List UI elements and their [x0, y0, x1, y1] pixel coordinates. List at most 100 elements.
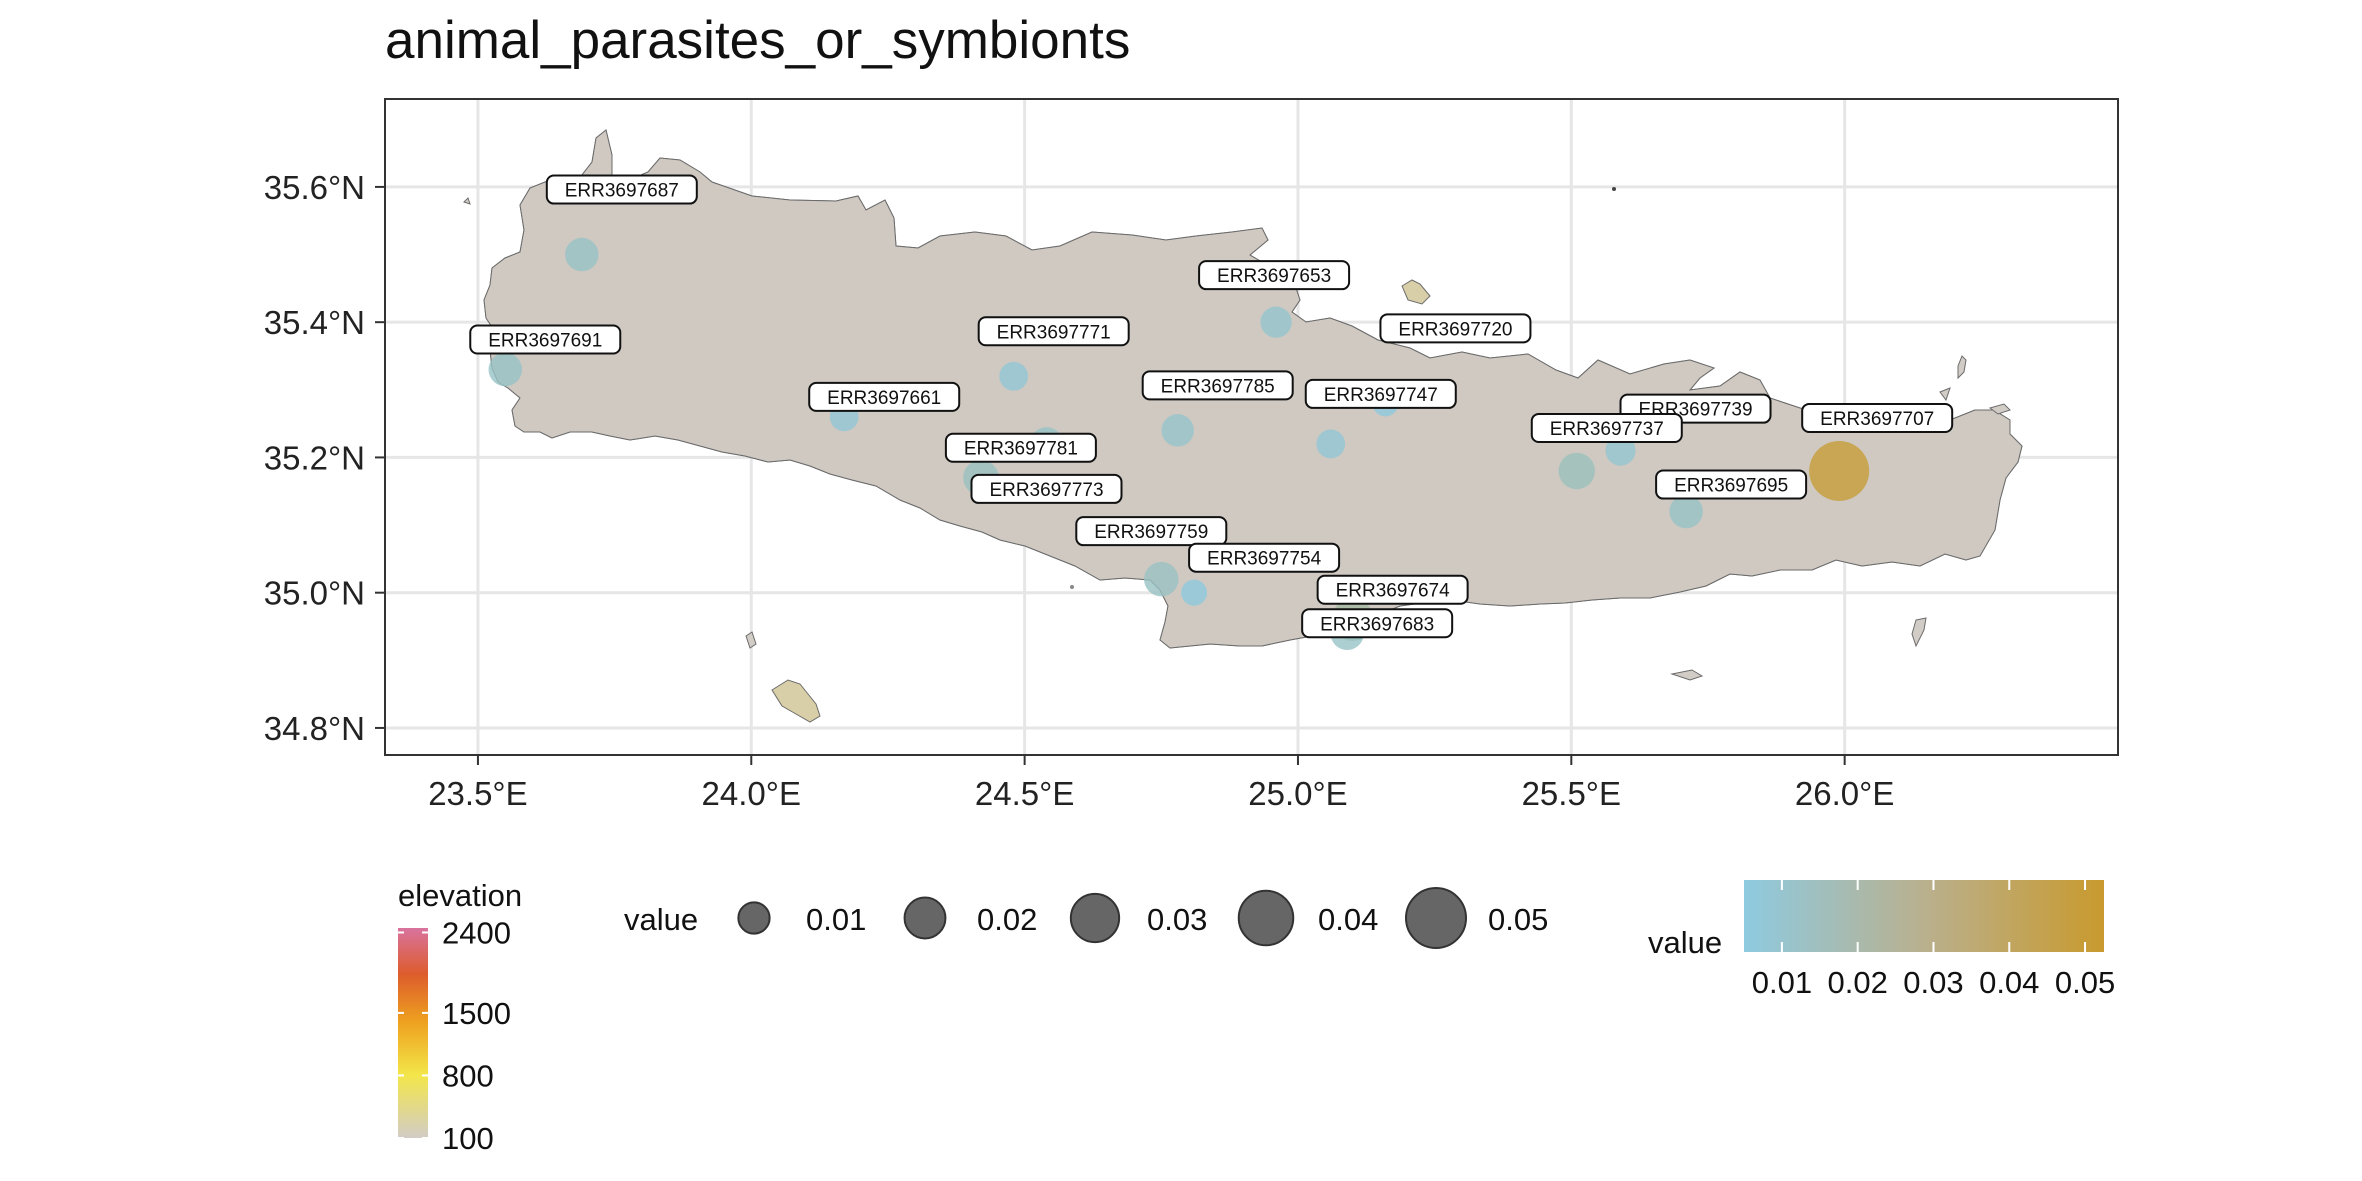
sample-label-text: ERR3697747: [1324, 385, 1438, 406]
sample-label: ERR3697687: [545, 174, 698, 205]
elevation-tick-label: 800: [442, 1058, 494, 1093]
sample-label-text: ERR3697687: [565, 181, 679, 202]
sample-label-text: ERR3697737: [1550, 419, 1664, 440]
sample-label-box: [1530, 412, 1683, 443]
islet-south-2: [745, 631, 757, 649]
islet-east-1: [1957, 355, 1967, 380]
islet-dot-2: [1070, 585, 1074, 589]
sample-label: ERR3697773: [970, 473, 1123, 504]
plot-title: animal_parasites_or_symbionts: [385, 11, 1131, 70]
size-legend-label: 0.02: [977, 902, 1037, 937]
sample-label-box: [1379, 313, 1532, 344]
sample-label-box: [977, 316, 1130, 347]
sample-label-box: [1304, 378, 1457, 409]
elevation-tick-label: 100: [442, 1121, 494, 1156]
elevation-legend: elevation 2400 1500 800 100: [398, 878, 522, 1156]
islet-dot-1: [1612, 187, 1616, 191]
islet-south-1: [1670, 669, 1704, 681]
y-tick-label: 35.0°N: [264, 575, 365, 612]
size-legend: value 0.01 0.02 0.03 0.04 0.05: [624, 887, 1548, 949]
gavdos-island: [771, 679, 821, 723]
sample-label-box: [1198, 260, 1351, 291]
sample-label-text: ERR3697661: [827, 388, 941, 409]
sample-label: ERR3697661: [808, 381, 961, 412]
sample-label-text: ERR3697653: [1217, 266, 1331, 287]
color-legend-ticks: 0.01 0.02 0.03 0.04 0.05: [1752, 880, 2115, 1000]
sample-label-text: ERR3697754: [1207, 549, 1322, 570]
dia-island: [1401, 279, 1431, 305]
size-legend-label: 0.05: [1488, 902, 1548, 937]
sample-point: [1181, 579, 1208, 606]
sample-label: ERR3697691: [469, 324, 622, 355]
x-tick-label: 23.5°E: [428, 775, 527, 812]
sample-label-box: [545, 174, 698, 205]
elevation-colorbar: [398, 928, 428, 1138]
sample-label-text: ERR3697691: [488, 331, 602, 352]
sample-label: ERR3697737: [1530, 412, 1683, 443]
color-tick-label: 0.04: [1979, 965, 2039, 1000]
x-tick-label: 24.0°E: [702, 775, 801, 812]
sample-label-text: ERR3697674: [1336, 581, 1451, 602]
x-tick-label: 24.5°E: [975, 775, 1074, 812]
sample-label-text: ERR3697785: [1161, 376, 1275, 397]
sample-label-text: ERR3697695: [1674, 476, 1788, 497]
sample-label-text: ERR3697707: [1820, 409, 1934, 430]
sample-label-box: [469, 324, 622, 355]
size-legend-key: [737, 901, 771, 935]
sample-label: ERR3697747: [1304, 378, 1457, 409]
sample-label: ERR3697759: [1075, 516, 1228, 547]
color-legend: value 0.01 0.02 0.03 0.04 0.05: [1648, 880, 2115, 1000]
islet-nw-1: [463, 197, 471, 205]
elevation-legend-ticks: 2400 1500 800 100: [398, 915, 511, 1156]
y-tick-label: 35.2°N: [264, 439, 365, 476]
x-tick-label: 25.0°E: [1248, 775, 1347, 812]
sample-point: [1605, 435, 1636, 466]
size-legend-key: [1069, 892, 1121, 944]
sample-label: ERR3697771: [977, 316, 1130, 347]
y-tick-label: 35.6°N: [264, 169, 365, 206]
sample-label: ERR3697754: [1188, 542, 1341, 573]
sample-label: ERR3697781: [944, 432, 1097, 463]
color-colorbar: [1744, 880, 2104, 952]
size-legend-key: [1405, 887, 1467, 949]
x-tick-label: 26.0°E: [1795, 775, 1894, 812]
y-tick-label: 34.8°N: [264, 710, 365, 747]
color-legend-title: value: [1648, 925, 1722, 960]
x-axis: 23.5°E 24.0°E 24.5°E 25.0°E 25.5°E 26.0°E: [428, 755, 1894, 812]
sample-label: ERR3697653: [1198, 260, 1351, 291]
sample-point: [1558, 452, 1596, 490]
size-legend-key: [903, 896, 947, 940]
y-tick-label: 35.4°N: [264, 304, 365, 341]
elevation-tick-label: 2400: [442, 915, 511, 950]
sample-point: [1316, 429, 1346, 459]
sample-label: ERR3697785: [1141, 370, 1294, 401]
sample-label-box: [808, 381, 961, 412]
islet-east-3: [1911, 617, 1927, 648]
color-tick-label: 0.03: [1903, 965, 1963, 1000]
sample-label-text: ERR3697683: [1320, 614, 1434, 635]
sample-point: [999, 361, 1029, 391]
sample-point: [1809, 440, 1870, 501]
sample-label-text: ERR3697771: [997, 322, 1111, 343]
sample-label-text: ERR3697773: [989, 480, 1103, 501]
size-legend-key: [1237, 889, 1295, 947]
sample-label-box: [1188, 542, 1341, 573]
map-panel-border: [384, 98, 2119, 756]
size-legend-title: value: [624, 902, 698, 937]
size-legend-label: 0.01: [806, 902, 866, 937]
islet-ne-1: [1988, 403, 2011, 415]
sample-label-box: [1141, 370, 1294, 401]
size-legend-label: 0.04: [1318, 902, 1378, 937]
sample-label-box: [1316, 574, 1469, 605]
elevation-legend-title: elevation: [398, 878, 522, 913]
sample-labels: ERR3697687 ERR3697691 ERR3697661 ERR3697771…: [469, 174, 1954, 639]
sample-label: ERR3697683: [1301, 608, 1454, 639]
y-axis: 35.6°N 35.4°N 35.2°N 35.0°N 34.8°N: [264, 169, 385, 747]
sample-label: ERR3697720: [1379, 313, 1532, 344]
color-tick-label: 0.05: [2055, 965, 2115, 1000]
color-tick-label: 0.02: [1828, 965, 1888, 1000]
sample-point: [1669, 494, 1703, 529]
sample-label-box: [944, 432, 1097, 463]
